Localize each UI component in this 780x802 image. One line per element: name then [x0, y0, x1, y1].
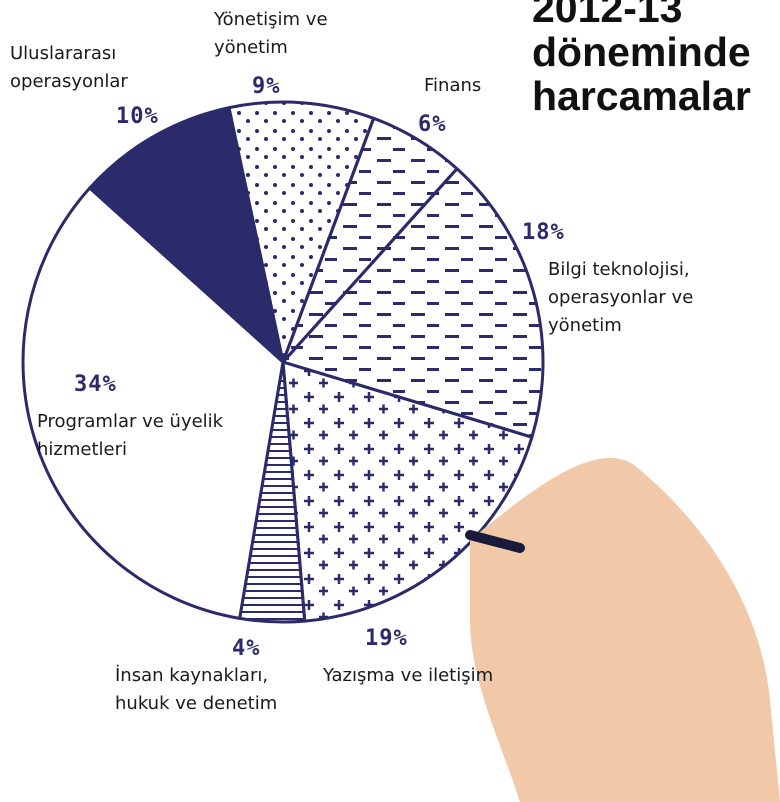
hand	[470, 458, 780, 802]
category-label: Finans	[424, 72, 514, 100]
category-label: Bilgi teknolojisi, operasyonlar ve yönet…	[548, 256, 748, 340]
value-label: 19%	[365, 626, 408, 651]
category-label: Yönetişim ve yönetim	[214, 6, 364, 62]
category-label: Uluslararası operasyonlar	[10, 40, 180, 96]
value-label: 10%	[116, 104, 159, 129]
value-label: 34%	[74, 372, 117, 397]
category-label: Yazışma ve iletişim	[323, 662, 523, 690]
value-label: 9%	[252, 74, 281, 99]
category-label: Programlar ve üyelik hizmetleri	[37, 408, 237, 464]
value-label: 4%	[232, 636, 261, 661]
category-label: İnsan kaynakları, hukuk ve denetim	[115, 662, 305, 718]
page: {"chart_data": {"type": "pie", "title": …	[0, 0, 780, 802]
value-label: 6%	[418, 112, 447, 137]
chart-title: 2012-13 döneminde harcamalar	[532, 0, 780, 118]
value-label: 18%	[522, 220, 565, 245]
